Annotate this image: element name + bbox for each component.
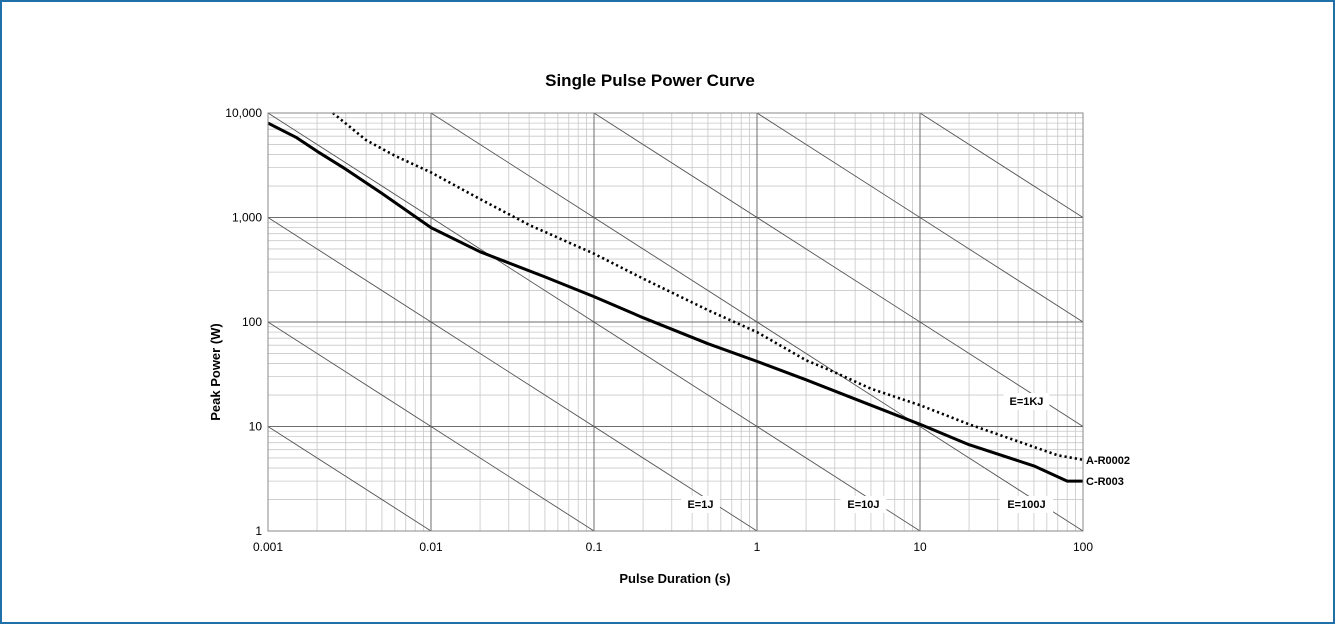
x-tick-label: 0.001	[253, 540, 283, 554]
y-tick-label: 1,000	[232, 211, 262, 225]
tick-labels: 0.001 0.01 0.1 1 10 100 1 10 100 1,000 10,000	[225, 106, 1093, 554]
x-tick-label: 0.1	[586, 540, 603, 554]
x-tick-label: 0.01	[419, 540, 443, 554]
energy-line	[756, 112, 1084, 323]
energy-line	[267, 321, 595, 532]
plot-border	[267, 112, 1084, 532]
series-label: C-R003	[1086, 476, 1124, 488]
energy-line	[593, 112, 1084, 427]
y-tick-label: 100	[242, 315, 262, 329]
y-tick-label: 10,000	[225, 106, 262, 120]
energy-line	[267, 426, 432, 532]
energy-label-bg	[681, 496, 720, 513]
energy-label-bg	[840, 496, 887, 513]
x-tick-label: 10	[913, 540, 927, 554]
y-tick-label: 1	[255, 524, 262, 538]
plot-area-border	[267, 112, 1084, 532]
y-tick-label: 10	[249, 420, 263, 434]
energy-label-bg	[1003, 393, 1050, 410]
energy-lines	[267, 112, 1084, 532]
energy-label: E=1KJ	[1009, 396, 1043, 408]
energy-label: E=10J	[847, 499, 879, 511]
grid	[267, 112, 1084, 532]
y-axis-label: Peak Power (W)	[208, 323, 223, 421]
annotations: E=1J E=10J E=100J E=1KJ A-R0002 C-R003	[681, 393, 1130, 513]
series-group	[267, 111, 1084, 483]
series-line-c-r003	[267, 121, 1083, 483]
x-axis-label: Pulse Duration (s)	[619, 571, 730, 586]
energy-label: E=100J	[1007, 499, 1045, 511]
energy-line	[430, 112, 1084, 532]
energy-label: E=1J	[687, 499, 713, 511]
energy-label-bg	[999, 496, 1054, 513]
energy-line	[267, 112, 921, 532]
x-tick-label: 1	[754, 540, 761, 554]
series-label: A-R0002	[1086, 455, 1130, 467]
series-line-a-r0002	[332, 111, 1084, 462]
energy-line	[267, 217, 758, 532]
energy-line	[919, 112, 1084, 218]
x-tick-label: 100	[1073, 540, 1093, 554]
chart-title: Single Pulse Power Curve	[545, 71, 755, 90]
